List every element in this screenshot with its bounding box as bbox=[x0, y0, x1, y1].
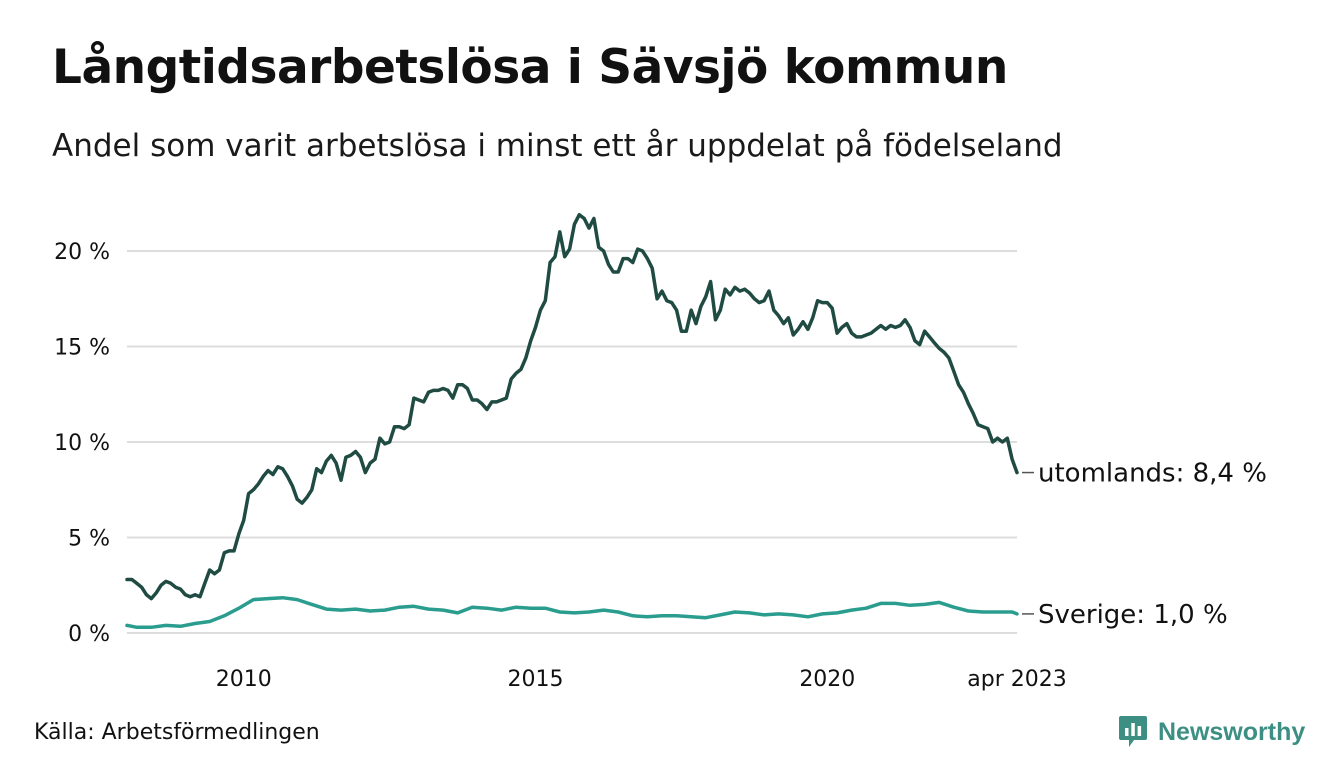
series-line-utomlands bbox=[125, 212, 1019, 601]
source-note: Källa: Arbetsförmedlingen bbox=[34, 720, 320, 745]
y-tick-label: 20 % bbox=[54, 240, 110, 265]
x-tick-label: 2010 bbox=[216, 667, 272, 692]
y-tick-label: 5 % bbox=[68, 527, 110, 552]
chart-title: Långtidsarbetslösa i Sävsjö kommun bbox=[52, 40, 1008, 95]
x-tick-label: 2020 bbox=[799, 667, 855, 692]
y-tick-label: 15 % bbox=[54, 336, 110, 361]
gridlines bbox=[127, 250, 1017, 634]
newsworthy-logo-icon bbox=[1119, 716, 1147, 747]
series-label-utomlands: utomlands: 8,4 % bbox=[1038, 459, 1267, 489]
x-axis-ticks: 2010 2015 2020 apr 2023 bbox=[216, 667, 1067, 692]
brand-name: Newsworthy bbox=[1158, 717, 1306, 746]
chart-subtitle: Andel som varit arbetslösa i minst ett å… bbox=[52, 128, 1063, 164]
x-tick-label: 2015 bbox=[508, 667, 564, 692]
y-axis-ticks: 0 % 5 % 10 % 15 % 20 % bbox=[54, 240, 110, 647]
brand-logo: Newsworthy bbox=[1118, 713, 1305, 751]
series-label-sverige: Sverige: 1,0 % bbox=[1038, 600, 1228, 630]
series-lines bbox=[125, 212, 1019, 630]
y-tick-label: 10 % bbox=[54, 431, 110, 456]
series-end-labels: utomlands: 8,4 % Sverige: 1,0 % bbox=[1022, 459, 1267, 630]
series-line-sverige bbox=[125, 595, 1019, 630]
y-tick-label: 0 % bbox=[68, 622, 110, 647]
x-tick-label: apr 2023 bbox=[967, 667, 1066, 692]
